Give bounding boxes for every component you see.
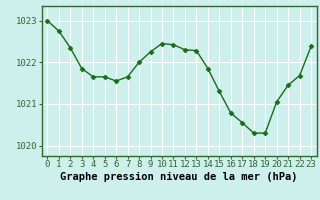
X-axis label: Graphe pression niveau de la mer (hPa): Graphe pression niveau de la mer (hPa): [60, 172, 298, 182]
